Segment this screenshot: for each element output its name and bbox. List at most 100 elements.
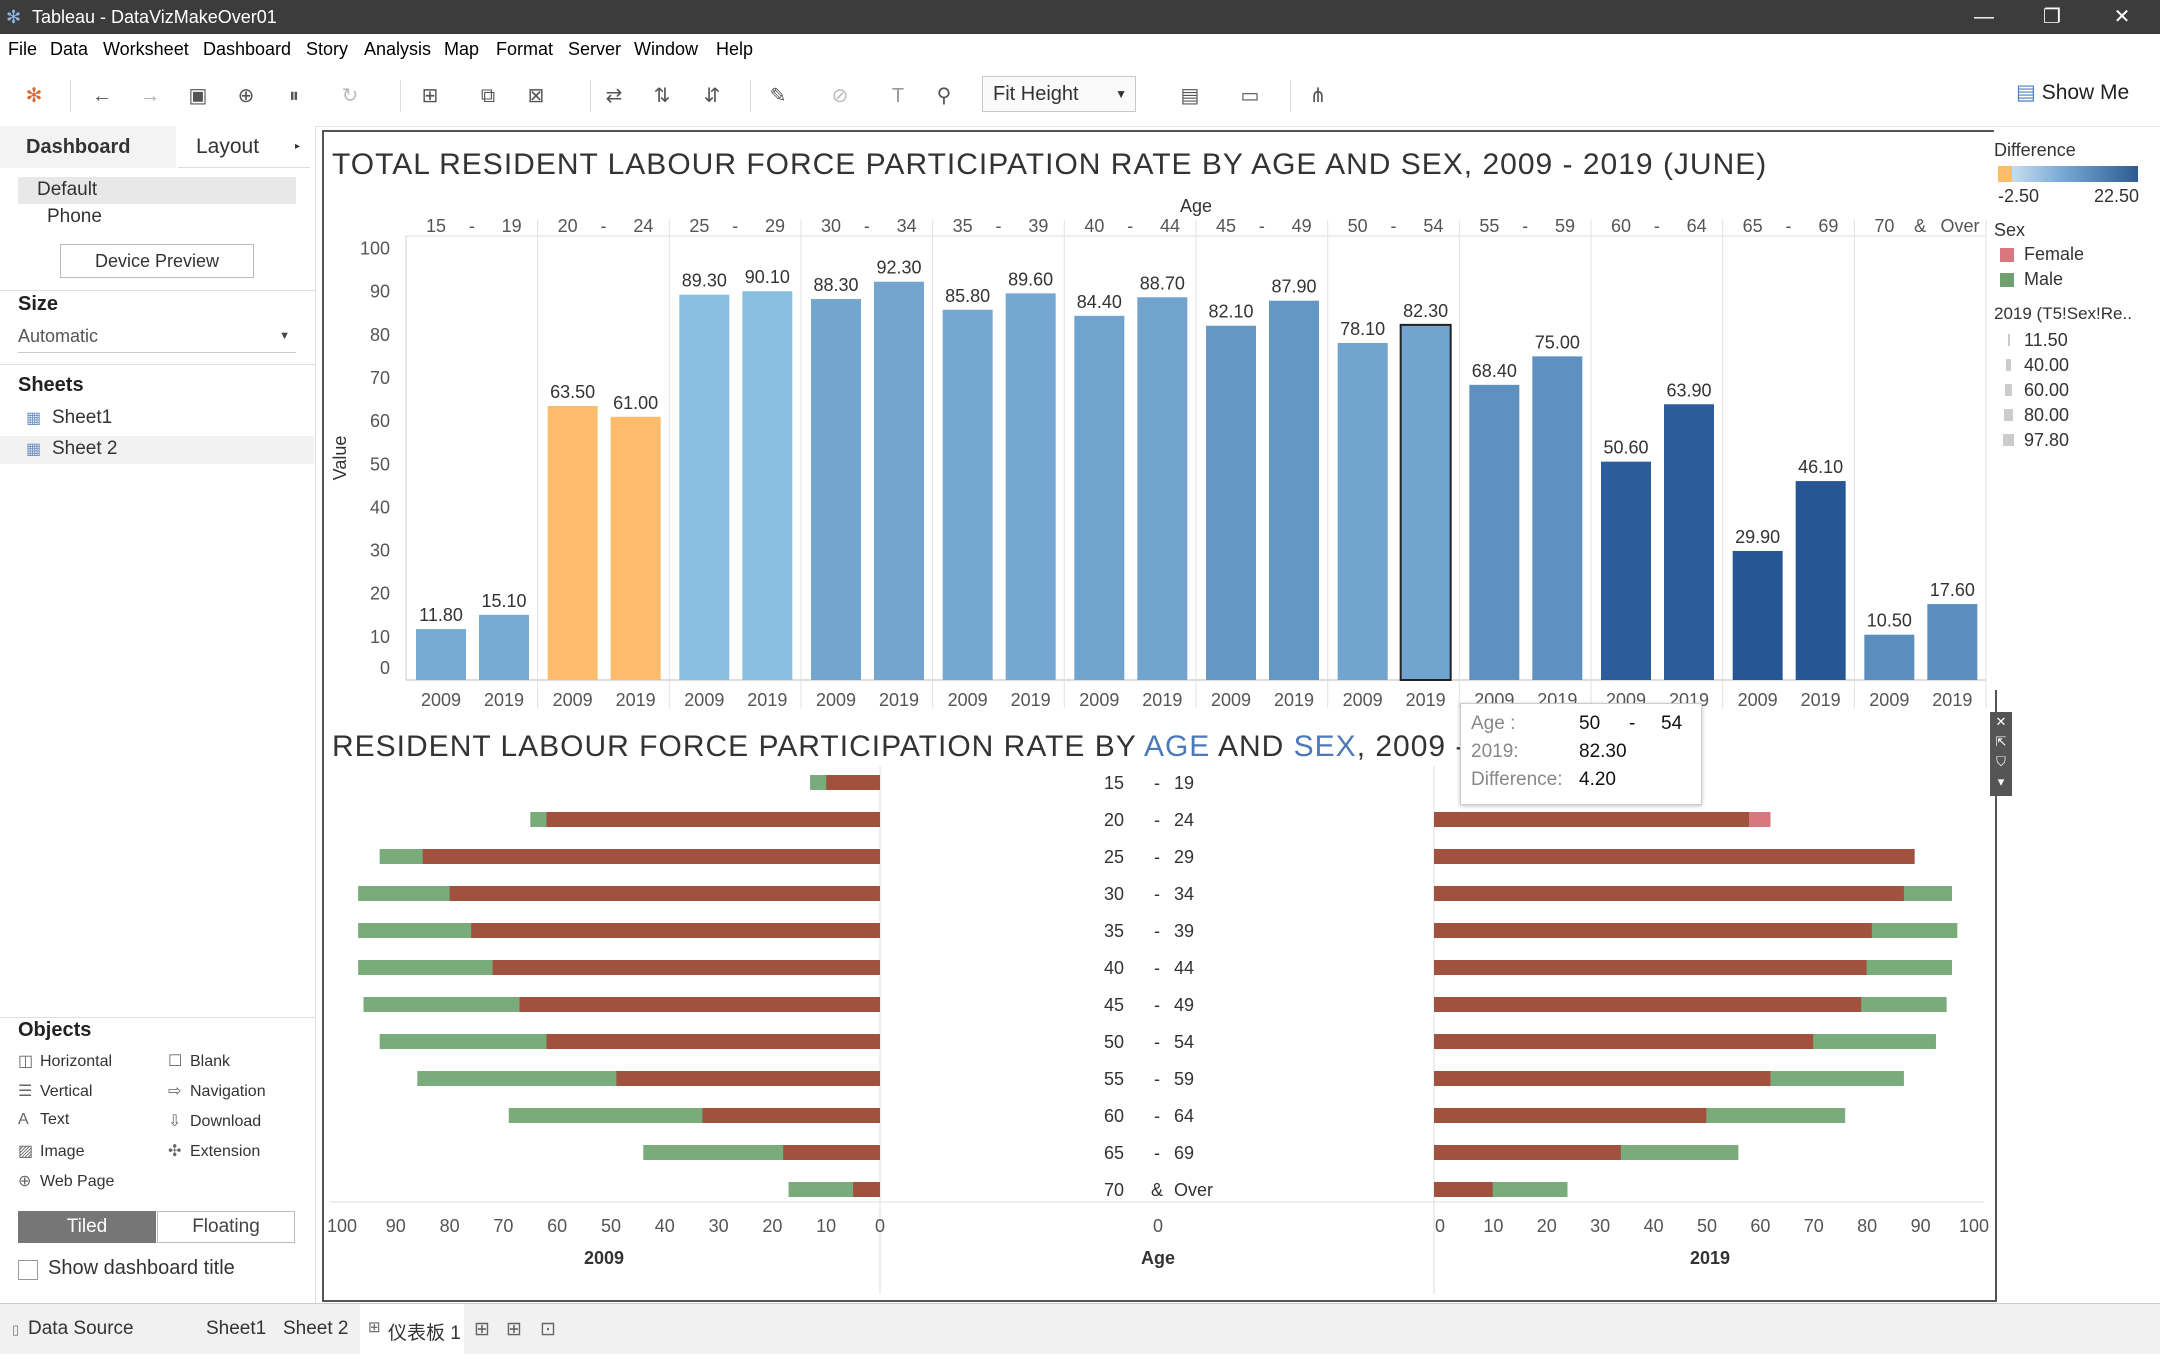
object-vertical[interactable]: ☰ Vertical [18, 1081, 92, 1101]
x-tick-label-2019: 20 [1537, 1216, 1557, 1236]
more-options-icon[interactable]: ▾ [1997, 774, 2005, 789]
sheet-item[interactable]: ▦ Sheet1 [18, 405, 308, 433]
filter-icon[interactable]: ⛉ [1996, 754, 2006, 769]
group-icon[interactable]: ⊘ [831, 85, 849, 107]
x-tick-label-2009: 90 [386, 1216, 406, 1236]
new-data-source-icon[interactable]: ⊕ [237, 85, 255, 107]
bar [942, 309, 993, 680]
duplicate-sheet-icon[interactable]: ⧉ [480, 85, 496, 107]
object-blank[interactable]: ☐ Blank [168, 1051, 230, 1071]
device-default-row[interactable] [18, 177, 296, 204]
sheets-heading: Sheets [18, 374, 84, 396]
go-to-sheet-icon[interactable]: ⇱ [1995, 734, 2007, 749]
bottom-butterfly-chart[interactable]: RESIDENT LABOUR FORCE PARTICIPATION RATE… [324, 714, 1995, 1300]
bar-2019-female [1434, 812, 1771, 827]
object-text[interactable]: A Text [18, 1111, 69, 1129]
refresh-icon[interactable]: ↻ [341, 85, 359, 107]
tooltip-diff-label: Difference: [1471, 769, 1563, 790]
restore-button[interactable]: ❐ [2043, 6, 2061, 28]
show-labels-icon[interactable]: T [891, 85, 905, 107]
year-tick-label: 2009 [948, 690, 988, 710]
device-preview-button[interactable]: Device Preview [60, 244, 254, 278]
menu-help[interactable]: Help [716, 39, 754, 59]
show-cards-icon[interactable]: ▤ [1180, 85, 1200, 107]
sheet-item[interactable]: ▦ Sheet 2 [0, 436, 314, 464]
new-worksheet-icon[interactable]: ⊞ [474, 1319, 490, 1340]
object-label: Horizontal [40, 1053, 113, 1070]
dashboard-icon: ⊞ [368, 1319, 381, 1336]
undo-icon[interactable]: ← [92, 85, 112, 107]
bar [1206, 325, 1256, 680]
clear-sheet-icon[interactable]: ⊠ [527, 85, 545, 107]
bar-2019-female [1434, 1145, 1621, 1160]
tab-dashboard-active[interactable]: ⊞ 仪表板 1 [360, 1304, 464, 1355]
bar-value-label: 89.30 [682, 271, 727, 291]
show-title-checkbox[interactable] [18, 1260, 38, 1280]
object-download[interactable]: ⇩ Download [168, 1111, 261, 1131]
new-dashboard-icon[interactable]: ⊞ [506, 1319, 522, 1340]
menu-window[interactable]: Window [634, 39, 699, 59]
share-icon[interactable]: ⋔ [1309, 85, 1327, 107]
age-label-sep: - [1154, 1106, 1160, 1126]
close-button[interactable]: ✕ [2113, 6, 2131, 28]
object-horizontal[interactable]: ◫ Horizontal [18, 1051, 112, 1071]
fix-axes-icon[interactable]: ⚲ [936, 85, 952, 107]
menu-file[interactable]: File [8, 39, 38, 59]
menu-dashboard[interactable]: Dashboard [203, 39, 292, 59]
tab-sheet1[interactable]: Sheet1 [206, 1318, 267, 1339]
year-tick-label: 2019 [1406, 690, 1446, 710]
menu-story[interactable]: Story [306, 39, 349, 59]
object-image[interactable]: ▨ Image [18, 1141, 84, 1161]
object-extension[interactable]: ✣ Extension [168, 1141, 260, 1161]
sort-ascending-icon[interactable]: ⇅ [653, 85, 671, 107]
x-tick-label-2009: 10 [816, 1216, 836, 1236]
menu-server[interactable]: Server [568, 39, 622, 59]
age-label-sep: - [1154, 773, 1160, 793]
size-swatch [2008, 334, 2010, 346]
presentation-mode-icon[interactable]: ▭ [1240, 85, 1260, 107]
fit-select[interactable]: Fit Height ▼ [982, 76, 1136, 112]
age-header-start: 15 [426, 216, 446, 236]
menu-data[interactable]: Data [50, 39, 89, 59]
object-label: Blank [190, 1053, 231, 1070]
age-label-sep: - [1154, 847, 1160, 867]
close-icon[interactable]: ✕ [1995, 714, 2007, 729]
female-swatch[interactable] [2000, 248, 2014, 262]
tab-layout[interactable]: Layout ▸ [178, 126, 310, 168]
pause-updates-icon[interactable]: ⏸ [289, 85, 299, 107]
menu-format[interactable]: Format [496, 39, 554, 59]
tab-data-source[interactable]: Data Source [28, 1318, 134, 1339]
menu-map[interactable]: Map [444, 39, 480, 59]
minimize-button[interactable]: — [1974, 6, 1994, 28]
highlight-icon[interactable]: ✎ [769, 85, 787, 107]
size-select[interactable]: Automatic ▼ [18, 322, 296, 353]
tableau-logo-icon: ✻ [6, 7, 22, 27]
menu-analysis[interactable]: Analysis [364, 39, 432, 59]
floating-button[interactable]: Floating [157, 1211, 295, 1243]
menu-worksheet[interactable]: Worksheet [103, 39, 189, 59]
sort-descending-icon[interactable]: ⇵ [703, 85, 721, 107]
tab-sheet2[interactable]: Sheet 2 [283, 1318, 349, 1339]
object-navigation[interactable]: ⇨ Navigation [168, 1081, 266, 1101]
age-header-start: 25 [689, 216, 709, 236]
device-phone[interactable]: Phone [47, 206, 102, 227]
year-tick-label: 2009 [816, 690, 856, 710]
difference-color-ramp[interactable] [1998, 166, 2138, 182]
male-swatch[interactable] [2000, 273, 2014, 287]
redo-icon[interactable]: → [140, 85, 160, 107]
tableau-start-icon[interactable]: ✻ [25, 85, 43, 107]
tab-dashboard[interactable]: Dashboard [0, 126, 176, 168]
new-story-icon[interactable]: ⊡ [540, 1319, 556, 1340]
object-web-page[interactable]: ⊕ Web Page [18, 1171, 114, 1191]
panel-menu-icon[interactable]: ▸ [294, 141, 300, 152]
bar-value-label: 90.10 [745, 267, 790, 287]
bar [479, 614, 529, 680]
new-worksheet-icon[interactable]: ⊞ [421, 85, 439, 107]
save-icon[interactable]: ▣ [188, 85, 208, 107]
swap-rows-columns-icon[interactable]: ⇄ [605, 85, 623, 107]
device-default[interactable]: Default [37, 179, 98, 200]
tiled-button[interactable]: Tiled [18, 1211, 156, 1243]
show-me-button[interactable]: ▤ Show Me [2016, 80, 2129, 105]
age-label-end: 69 [1174, 1143, 1194, 1163]
top-bar-chart[interactable]: TOTAL RESIDENT LABOUR FORCE PARTICIPATIO… [324, 132, 1995, 712]
